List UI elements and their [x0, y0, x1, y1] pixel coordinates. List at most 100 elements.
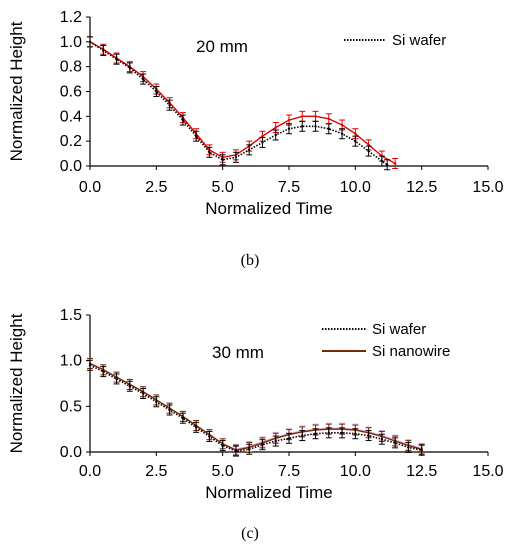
x-tick-label: 10.0: [340, 179, 371, 196]
data-point: [194, 135, 198, 138]
series-si-wafer: [87, 359, 425, 457]
data-point: [274, 133, 277, 137]
data-point: [141, 392, 145, 395]
y-tick-label: 1.0: [60, 353, 82, 370]
series-line: [89, 364, 422, 452]
chart-panel-b: 0.0 2.5 5.0 7.5 10.0 12.5 15.0 0.0 0.2 0.4 0.6 0.8 1…: [7, 9, 504, 269]
legend-label: Si wafer: [392, 32, 446, 49]
data-point: [221, 444, 224, 447]
data-point: [128, 66, 131, 70]
x-tick-label: 7.5: [278, 179, 300, 196]
data-point: [367, 149, 370, 153]
y-tick-label: 0.6: [60, 84, 82, 101]
series-line: [89, 362, 422, 451]
data-point: [287, 118, 291, 122]
x-axis-title: Normalized Time: [205, 199, 333, 218]
x-tick-label: 10.0: [340, 463, 371, 480]
data-point: [208, 435, 211, 438]
data-point: [234, 449, 238, 453]
data-point: [380, 438, 384, 441]
data-point: [314, 125, 317, 128]
annotation-label: 20 mm: [196, 37, 248, 56]
data-point: [327, 431, 330, 435]
data-point: [393, 162, 397, 165]
data-point: [168, 408, 171, 412]
data-point: [340, 431, 344, 435]
series-line: [89, 41, 396, 165]
data-point: [261, 141, 264, 144]
y-tick-label: 0.8: [60, 59, 82, 76]
data-point: [181, 417, 185, 420]
series-si-nanowire: [87, 357, 425, 456]
x-tick-label: 7.5: [278, 463, 300, 480]
data-point: [327, 117, 330, 121]
series-unlabeled-2: [87, 357, 425, 455]
data-point: [380, 159, 384, 163]
data-point: [354, 139, 357, 143]
data-point: [88, 364, 92, 367]
data-point: [385, 163, 389, 166]
data-point: [367, 434, 370, 437]
x-tick-label: 15.0: [472, 179, 503, 196]
series-line: [89, 41, 388, 166]
data-point: [102, 49, 105, 52]
legend-label: Si nanowire: [372, 343, 450, 360]
y-tick-label: 0.2: [60, 133, 82, 150]
data-point: [155, 400, 158, 403]
data-point: [155, 90, 158, 93]
y-tick-label: 1.5: [60, 307, 82, 324]
panel-caption: (b): [241, 252, 260, 269]
x-tick-label: 5.0: [212, 179, 234, 196]
data-point: [314, 432, 317, 435]
data-point: [314, 115, 317, 118]
y-tick-label: 0.4: [60, 108, 82, 125]
y-tick-label: 1.2: [60, 9, 82, 26]
series-line: [89, 362, 422, 451]
data-point: [221, 158, 224, 161]
data-point: [168, 103, 171, 107]
y-tick-label: 0.5: [60, 398, 82, 415]
data-point: [407, 446, 410, 449]
data-point: [367, 143, 370, 147]
data-point: [301, 434, 304, 437]
data-point: [393, 441, 397, 445]
data-point: [354, 432, 357, 435]
data-point: [102, 370, 105, 373]
x-tick-label: 15.0: [472, 463, 503, 480]
data-point: [248, 148, 251, 152]
data-point: [88, 40, 92, 44]
data-point: [115, 377, 118, 381]
data-point: [340, 132, 344, 135]
data-point: [420, 448, 423, 452]
data-point: [141, 77, 145, 81]
legend-label: Si wafer: [372, 321, 426, 338]
data-point: [115, 58, 118, 61]
series-si-wafer: [87, 36, 391, 171]
chart-panel-c: 0.0 2.5 5.0 7.5 10.0 12.5 15.0 0.0 0.5 1.0 1.5 Norm…: [7, 307, 504, 542]
x-tick-label: 0.0: [79, 463, 101, 480]
data-point: [287, 127, 291, 130]
data-point: [301, 125, 304, 128]
data-point: [287, 437, 291, 440]
x-tick-label: 12.5: [406, 463, 437, 480]
data-point: [261, 443, 264, 446]
data-point: [248, 448, 251, 451]
x-axis-title: Normalized Time: [205, 483, 333, 502]
y-tick-label: 0.0: [60, 158, 82, 175]
data-point: [234, 156, 238, 159]
x-tick-label: 2.5: [145, 179, 167, 196]
x-tick-label: 12.5: [406, 179, 437, 196]
data-point: [274, 439, 277, 443]
panel-caption: (c): [241, 525, 259, 542]
annotation-label: 30 mm: [212, 343, 264, 362]
y-axis-title: Normalized Height: [7, 313, 26, 453]
series-unlabeled-1: [87, 36, 399, 170]
y-tick-label: 0.0: [60, 444, 82, 461]
data-point: [301, 115, 304, 118]
data-point: [194, 426, 198, 429]
x-tick-label: 5.0: [212, 463, 234, 480]
x-tick-label: 0.0: [79, 179, 101, 196]
y-tick-label: 1.0: [60, 34, 82, 51]
data-point: [128, 385, 131, 388]
